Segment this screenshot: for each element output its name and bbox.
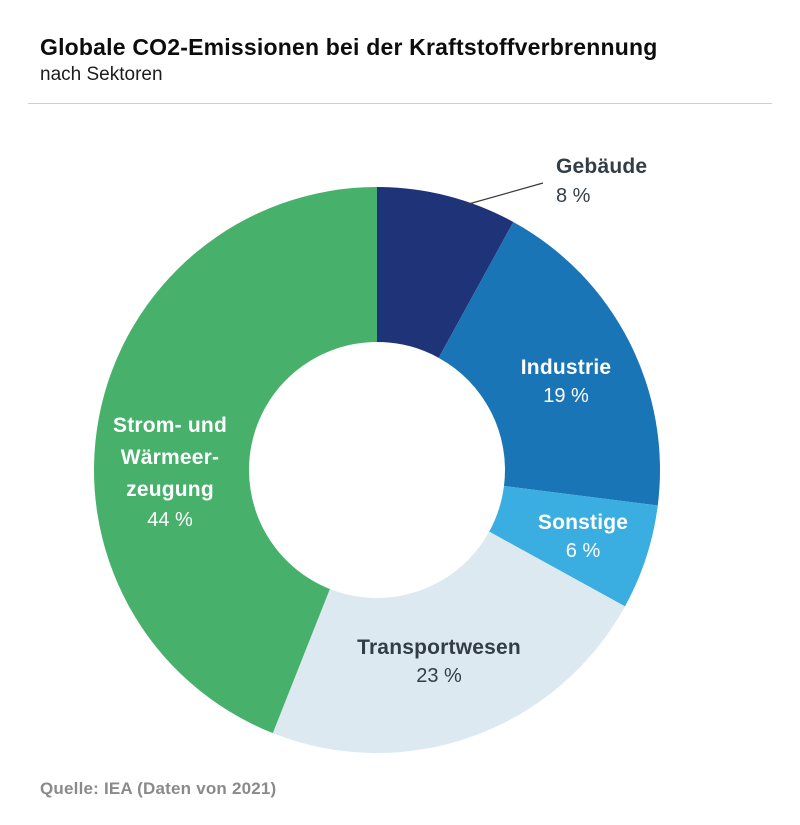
segment-name: Gebäude	[556, 155, 648, 178]
segment-name: Strom- und Wärmeer- zeugung	[113, 414, 227, 501]
segment-label-strom-waermeerzeugung: Strom- und Wärmeer- zeugung 44 %	[113, 410, 227, 532]
segment-percent: 8 %	[556, 185, 591, 207]
page-title: Globale CO2-Emissionen bei der Kraftstof…	[40, 34, 658, 60]
donut-segment-3	[272, 531, 625, 754]
segment-label-gebaeude: Gebäude 8 %	[556, 155, 647, 208]
segment-label-sonstige: Sonstige 6 %	[538, 511, 628, 563]
segment-name: Transportwesen	[357, 636, 521, 659]
segment-percent: 44 %	[147, 509, 193, 531]
segment-percent: 6 %	[565, 540, 601, 562]
callout-leader-line	[464, 182, 544, 206]
segment-percent: 19 %	[543, 385, 589, 407]
header-divider	[28, 103, 772, 104]
donut-segments	[93, 186, 661, 754]
segment-name: Sonstige	[537, 511, 629, 534]
segment-label-industrie: Industrie 19 %	[521, 356, 611, 408]
source-credit: Quelle: IEA (Daten von 2021)	[40, 779, 277, 798]
segment-name: Industrie	[520, 356, 612, 379]
donut-segment-1	[438, 222, 661, 506]
segment-label-transportwesen: Transportwesen 23 %	[357, 636, 521, 688]
donut-segment-2	[489, 486, 658, 607]
segment-percent: 23 %	[416, 665, 462, 687]
page-subtitle: nach Sektoren	[40, 64, 163, 85]
donut-segment-0	[377, 187, 514, 358]
donut-segment-4	[93, 186, 377, 734]
